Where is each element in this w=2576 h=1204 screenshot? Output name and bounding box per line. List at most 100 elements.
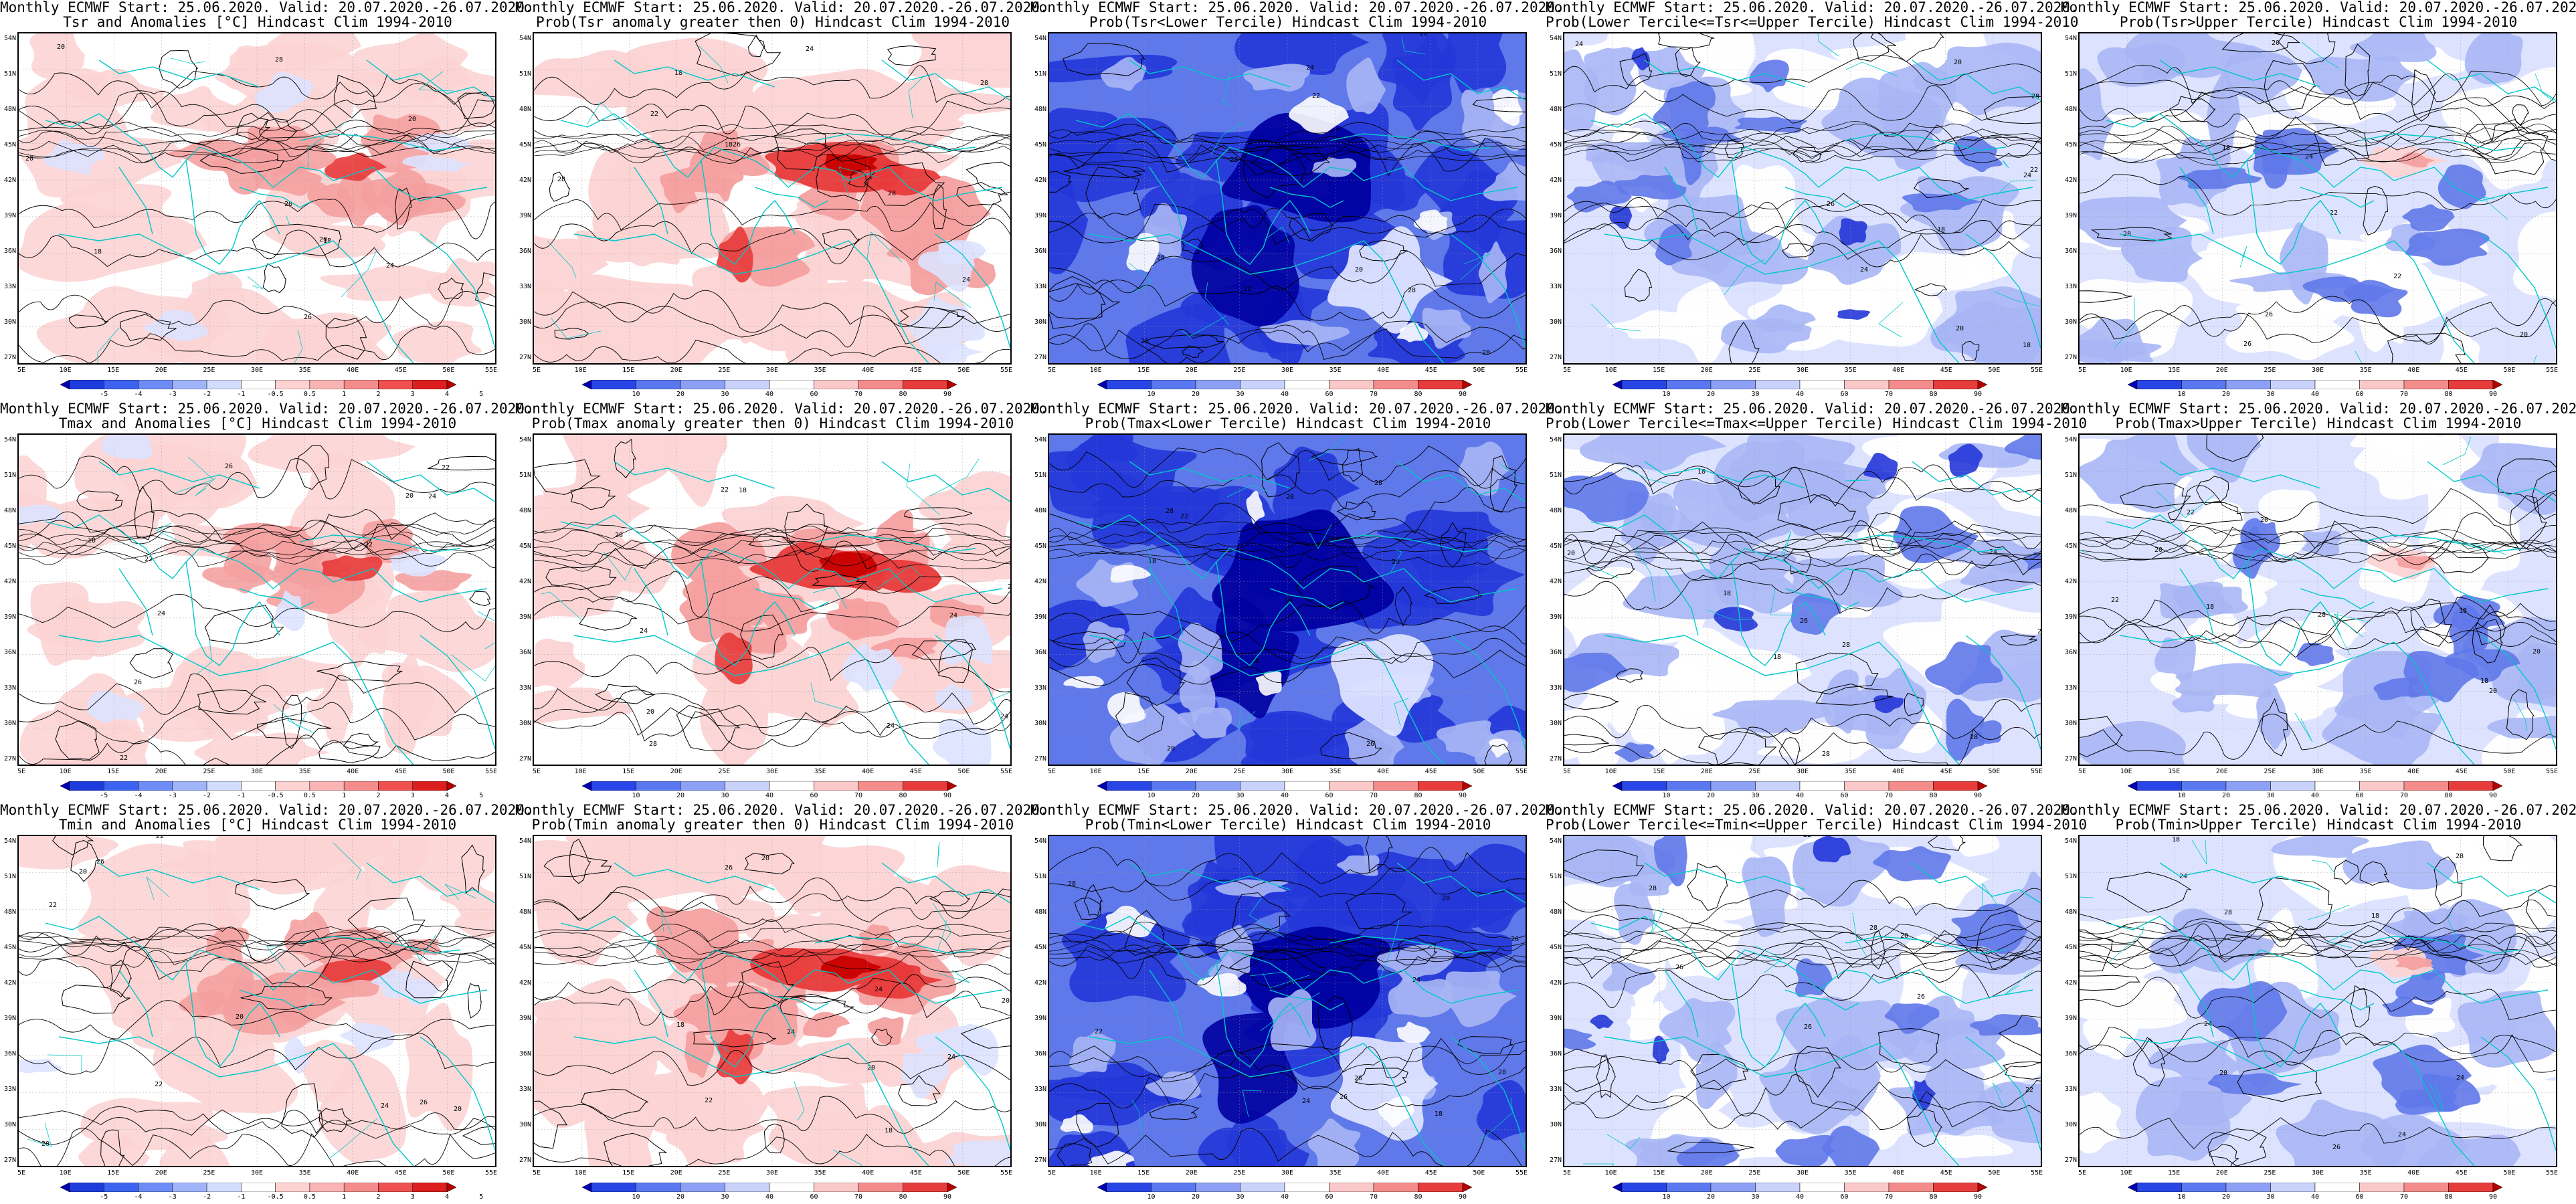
svg-text:24: 24: [640, 627, 648, 635]
longitude-label: 55E: [2545, 1169, 2559, 1177]
latitude-label: 51N: [1034, 70, 1046, 78]
longitude-label: 50E: [1988, 367, 2001, 374]
svg-text:22: 22: [2187, 509, 2195, 516]
scale-tick-label: -2: [203, 391, 211, 398]
longitude-label: 25E: [1748, 768, 1761, 775]
color-scale-bar: [582, 1183, 957, 1192]
longitude-label: 20E: [1700, 367, 1713, 374]
panel-title-line1: Monthly ECMWF Start: 25.06.2020. Valid: …: [0, 802, 533, 818]
panel-title-line1: Monthly ECMWF Start: 25.06.2020. Valid: …: [2061, 401, 2576, 417]
svg-text:28: 28: [1649, 885, 1657, 892]
scale-swatch: [1284, 1183, 1329, 1192]
scale-tick-label: 10: [632, 792, 640, 799]
scale-swatch: [1844, 380, 1890, 389]
svg-text:22: 22: [145, 556, 153, 563]
scale-swatch: [591, 781, 636, 791]
latitude-label: 42N: [2064, 979, 2077, 987]
longitude-label: 50E: [2503, 768, 2516, 775]
svg-text:18: 18: [1148, 558, 1156, 565]
scale-swatch: [1284, 380, 1329, 389]
latitude-label: 27N: [2064, 755, 2077, 763]
scale-swatch: [275, 1183, 310, 1192]
longitude-label: 40E: [347, 367, 359, 374]
longitude-label: 20E: [2215, 768, 2228, 775]
map-area: 28 22 20 24 24 26 26 28 18 26: [1048, 835, 1527, 1167]
scale-tick-label: 60: [810, 792, 818, 799]
svg-text:18: 18: [2172, 836, 2180, 843]
scale-swatch: [2270, 781, 2316, 791]
svg-text:24: 24: [1412, 977, 1420, 984]
svg-text:22: 22: [2330, 209, 2338, 217]
latitude-label: 33N: [2064, 684, 2077, 692]
longitude-label: 45E: [1940, 768, 1952, 775]
scale-tick-label: -4: [134, 792, 143, 799]
longitude-label: 30E: [250, 367, 264, 374]
scale-tick-label: 60: [2355, 391, 2364, 398]
svg-text:20: 20: [319, 236, 327, 243]
svg-text:22: 22: [2111, 597, 2119, 604]
svg-text:28: 28: [1286, 494, 1294, 501]
latitude-label: 54N: [3, 837, 16, 845]
latitude-label: 45N: [3, 141, 16, 148]
panel-title-line2: Prob(Tmin anomaly greater then 0) Hindca…: [531, 817, 1014, 833]
scale-tick-label: 70: [854, 391, 863, 398]
longitude-label: 20E: [1700, 768, 1713, 775]
latitude-label: 51N: [519, 70, 531, 78]
longitude-label: 45E: [394, 1169, 407, 1177]
scale-tick-label: 90: [2488, 1193, 2498, 1201]
scale-swatch: [903, 1183, 948, 1192]
latitude-label: 39N: [519, 613, 531, 621]
panel-title-line1: Monthly ECMWF Start: 25.06.2020. Valid: …: [515, 802, 1048, 818]
longitude-label: 15E: [1653, 768, 1665, 775]
scale-tick-label: 10: [2177, 1193, 2186, 1201]
latitude-label: 39N: [3, 613, 16, 621]
scale-tick-label: 80: [2444, 391, 2453, 398]
scale-tick-label: 0.5: [303, 391, 316, 398]
scale-swatch: [343, 1183, 379, 1192]
svg-text:18: 18: [2023, 342, 2031, 349]
svg-text:24: 24: [806, 45, 814, 53]
scale-swatch: [1888, 380, 1934, 389]
longitude-label: 40E: [1377, 1169, 1390, 1177]
longitude-label: 30E: [765, 768, 779, 775]
scale-tick-label: 4: [444, 391, 450, 398]
longitude-label: 35E: [1844, 367, 1857, 374]
scale-swatch: [1329, 781, 1374, 791]
scale-tick-label: 70: [2399, 1193, 2409, 1201]
svg-text:20: 20: [1900, 932, 1908, 940]
longitude-label: 20E: [1185, 1169, 1198, 1177]
svg-text:24: 24: [157, 610, 165, 617]
latitude-label: 45N: [1549, 542, 1562, 550]
longitude-label: 5E: [17, 768, 26, 775]
scale-tick-label: -1: [237, 1193, 246, 1201]
map-panel-tsr-1: Monthly ECMWF Start: 25.06.2020. Valid: …: [0, 0, 533, 401]
scale-swatch: [241, 781, 276, 791]
scale-swatch: [446, 781, 456, 791]
scale-tick-label: 90: [943, 792, 952, 799]
panel-title-line2: Prob(Tmin>Upper Tercile) Hindcast Clim 1…: [2115, 817, 2522, 833]
scale-tick-label: -4: [134, 391, 143, 398]
latitude-label: 30N: [1549, 720, 1562, 727]
longitude-label: 40E: [1377, 768, 1390, 775]
scale-tick-label: 80: [899, 1193, 907, 1201]
latitude-label: 39N: [1549, 1015, 1562, 1022]
svg-text:22: 22: [650, 110, 658, 118]
scale-tick-label: 90: [1458, 391, 1467, 398]
latitude-label: 51N: [519, 873, 531, 880]
latitude-label: 54N: [1549, 436, 1562, 443]
scale-swatch: [1151, 380, 1196, 389]
latitude-label: 48N: [3, 106, 16, 113]
latitude-label: 42N: [3, 578, 16, 585]
latitude-label: 51N: [2064, 472, 2077, 479]
longitude-label: 15E: [622, 768, 635, 775]
scale-tick-label: -1: [237, 792, 246, 799]
scale-tick-label: 70: [854, 1193, 863, 1201]
svg-text:24: 24: [947, 1054, 955, 1061]
svg-text:24: 24: [787, 1029, 795, 1036]
longitude-label: 5E: [1047, 768, 1056, 775]
scale-swatch: [903, 781, 948, 791]
longitude-label: 30E: [250, 1169, 264, 1177]
svg-text:26: 26: [96, 858, 104, 866]
scale-swatch: [104, 781, 139, 791]
scale-tick-label: 90: [2488, 792, 2498, 799]
